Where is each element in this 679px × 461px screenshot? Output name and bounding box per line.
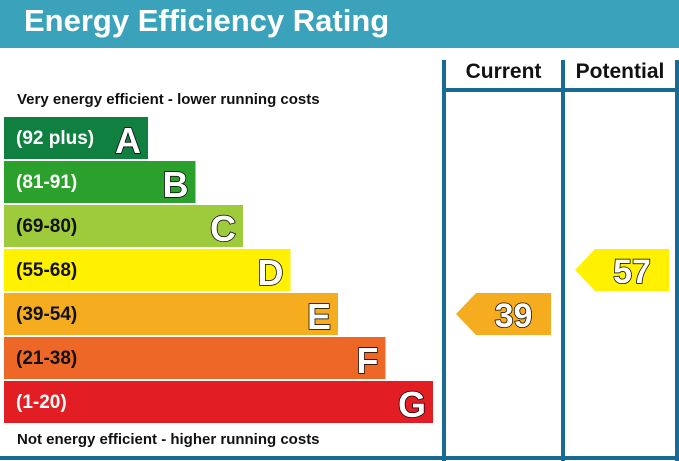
band-f-bar (4, 337, 386, 379)
divider-middle (561, 60, 565, 461)
band-c-letter: C (210, 208, 236, 249)
bottom-note: Not energy efficient - higher running co… (17, 431, 320, 448)
potential-rating-arrow (575, 249, 669, 291)
band-c-bar (4, 205, 243, 247)
band-a-letter: A (115, 120, 141, 161)
band-d-bar (4, 249, 291, 291)
band-e-letter: E (307, 296, 331, 337)
band-b-bar (4, 161, 196, 203)
top-note: Very energy efficient - lower running co… (17, 91, 320, 108)
current-rating-arrow (456, 293, 551, 335)
divider-right (675, 60, 679, 461)
band-g-bar (4, 381, 433, 423)
band-e-range: (39-54) (16, 304, 77, 325)
band-g-letter: G (398, 384, 426, 425)
title-bar: Energy Efficiency Rating (0, 0, 679, 48)
band-a-bar (4, 117, 148, 159)
band-e-bar (4, 293, 338, 335)
band-g-range: (1-20) (16, 392, 67, 413)
column-header-current: Current (465, 60, 542, 83)
band-b-range: (81-91) (16, 172, 77, 193)
bottom-border (0, 456, 679, 460)
header-underline (442, 88, 679, 92)
current-rating-value: 39 (495, 297, 533, 335)
potential-rating-value: 57 (613, 253, 651, 291)
band-d-letter: D (258, 252, 284, 293)
band-f-range: (21-38) (16, 348, 77, 369)
band-c-range: (69-80) (16, 216, 77, 237)
band-f-letter: F (357, 340, 379, 381)
page-title: Energy Efficiency Rating (24, 3, 390, 38)
divider-left (442, 60, 446, 461)
band-d-range: (55-68) (16, 260, 77, 281)
column-header-potential: Potential (575, 60, 665, 83)
band-a-range: (92 plus) (16, 128, 94, 149)
band-b-letter: B (163, 164, 189, 205)
